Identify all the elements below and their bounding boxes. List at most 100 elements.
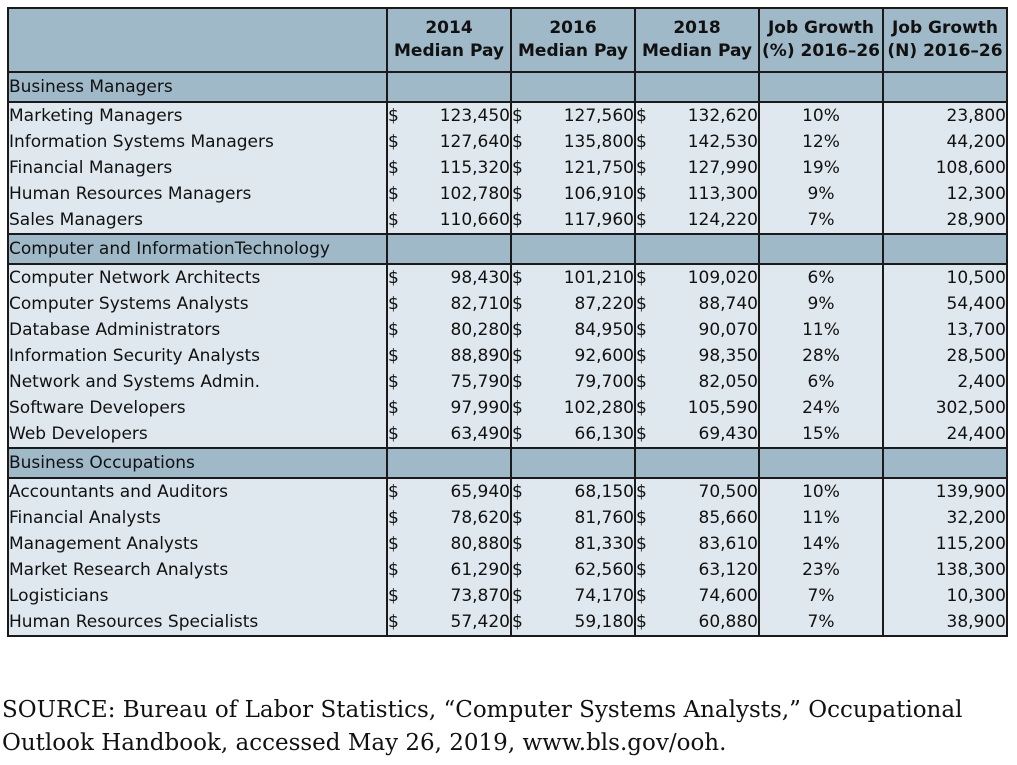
section-header-cell [386, 71, 512, 103]
pay-2014-column-cell: $123,450 $127,640 $115,320 $102,780 $110,660 [386, 101, 512, 235]
section-header-row: Computer and InformationTechnology [7, 233, 1008, 265]
table-row: $61,290 [388, 557, 510, 583]
growth-n-value: 139,900 [935, 482, 1006, 502]
pay-2016-value: 81,330 [574, 534, 634, 554]
pay-2014-value: 78,620 [450, 508, 510, 528]
column-header-growth-pct: Job Growth (%) 2016–26 [758, 7, 884, 73]
currency-symbol: $ [388, 268, 399, 288]
currency-symbol: $ [388, 158, 399, 178]
table-row: $74,170 [512, 583, 634, 609]
growth-n-value: 24,400 [946, 424, 1006, 444]
currency-symbol: $ [388, 398, 399, 418]
growth-pct-column-cell: 10% 12% 19% 9% 7% [758, 101, 884, 235]
table-row: $63,490 [388, 421, 510, 447]
currency-symbol: $ [388, 184, 399, 204]
table-row: $109,020 [636, 265, 758, 291]
growth-pct-value: 15% [802, 424, 840, 444]
pay-2014-value: 102,780 [439, 184, 510, 204]
section-header-row: Business Occupations [7, 447, 1008, 479]
table-row: $124,220 [636, 207, 758, 233]
pay-2016-value: 62,560 [574, 560, 634, 580]
currency-symbol: $ [512, 482, 523, 502]
growth-n-column-cell: 139,900 32,200 115,200 138,300 10,300 38,900 [882, 477, 1008, 637]
table-row: $81,760 [512, 505, 634, 531]
growth-n-value: 54,400 [946, 294, 1006, 314]
pay-2016-value: 117,960 [563, 210, 634, 230]
pay-2018-value: 109,020 [687, 268, 758, 288]
pay-2018-value: 90,070 [698, 320, 758, 340]
pay-2014-value: 97,990 [450, 398, 510, 418]
pay-2014-value: 80,880 [450, 534, 510, 554]
table-row: $127,990 [636, 155, 758, 181]
occupation-name: Computer Systems Analysts [9, 294, 249, 314]
currency-symbol: $ [512, 534, 523, 554]
section-header-cell [634, 233, 760, 265]
pay-2016-value: 84,950 [574, 320, 634, 340]
growth-n-value: 302,500 [935, 398, 1006, 418]
currency-symbol: $ [512, 586, 523, 606]
table-row: $88,740 [636, 291, 758, 317]
occupation-name: Information Systems Managers [9, 132, 274, 152]
currency-symbol: $ [636, 482, 647, 502]
currency-symbol: $ [512, 372, 523, 392]
table-row: $73,870 [388, 583, 510, 609]
table-row: $115,320 [388, 155, 510, 181]
growth-pct-value: 11% [802, 320, 840, 340]
growth-n-value: 13,700 [946, 320, 1006, 340]
table-row: $127,640 [388, 129, 510, 155]
currency-symbol: $ [512, 612, 523, 632]
column-header-pay-2016: 2016 Median Pay [510, 7, 636, 73]
occupation-name: Computer Network Architects [9, 268, 261, 288]
section-header-cell [386, 447, 512, 479]
table-row: $84,950 [512, 317, 634, 343]
occupation-name: Financial Analysts [9, 508, 161, 528]
pay-2014-value: 80,280 [450, 320, 510, 340]
table-row: $70,500 [636, 479, 758, 505]
currency-symbol: $ [388, 106, 399, 126]
currency-symbol: $ [512, 132, 523, 152]
pay-2016-value: 106,910 [563, 184, 634, 204]
growth-n-value: 115,200 [935, 534, 1006, 554]
header-row: 2014 Median Pay 2016 Median Pay 2018 Median… [7, 7, 1008, 73]
growth-pct-value: 7% [807, 586, 835, 606]
table-row: $87,220 [512, 291, 634, 317]
pay-2014-value: 57,420 [450, 612, 510, 632]
growth-pct-value: 6% [807, 268, 835, 288]
growth-n-value: 10,300 [946, 586, 1006, 606]
occupation-name: Marketing Managers Information Systems Ma… [7, 101, 388, 235]
pay-2018-value: 88,740 [698, 294, 758, 314]
pay-2018-value: 60,880 [698, 612, 758, 632]
table-row: $110,660 [388, 207, 510, 233]
occupation-name: Marketing Managers [9, 106, 183, 126]
growth-pct-value: 12% [802, 132, 840, 152]
growth-n-value: 28,900 [946, 210, 1006, 230]
table-row: $102,780 [388, 181, 510, 207]
growth-pct-value: 9% [807, 294, 835, 314]
growth-n-value: 28,500 [946, 346, 1006, 366]
currency-symbol: $ [512, 106, 523, 126]
table-row: $92,600 [512, 343, 634, 369]
pay-2018-value: 82,050 [698, 372, 758, 392]
currency-symbol: $ [388, 586, 399, 606]
column-header-pay-2014: 2014 Median Pay [386, 7, 512, 73]
pay-2016-value: 92,600 [574, 346, 634, 366]
section-body-row: Computer Network Architects Computer Syst… [7, 263, 1008, 449]
pay-2016-value: 68,150 [574, 482, 634, 502]
currency-symbol: $ [512, 320, 523, 340]
pay-2016-value: 74,170 [574, 586, 634, 606]
growth-n-value: 23,800 [946, 106, 1006, 126]
growth-n-value: 2,400 [957, 372, 1006, 392]
table-row: $97,990 [388, 395, 510, 421]
growth-pct-value: 10% [802, 482, 840, 502]
growth-n-column-cell: 10,500 54,400 13,700 28,500 2,400 302,500 24,4… [882, 263, 1008, 449]
table-row: $65,940 [388, 479, 510, 505]
currency-symbol: $ [512, 424, 523, 444]
section-header-cell [634, 447, 760, 479]
currency-symbol: $ [512, 398, 523, 418]
occupation-name: Computer Network Architects Computer Syst… [7, 263, 388, 449]
table-row: $83,610 [636, 531, 758, 557]
pay-2018-value: 105,590 [687, 398, 758, 418]
currency-symbol: $ [636, 560, 647, 580]
currency-symbol: $ [636, 508, 647, 528]
growth-pct-value: 28% [802, 346, 840, 366]
